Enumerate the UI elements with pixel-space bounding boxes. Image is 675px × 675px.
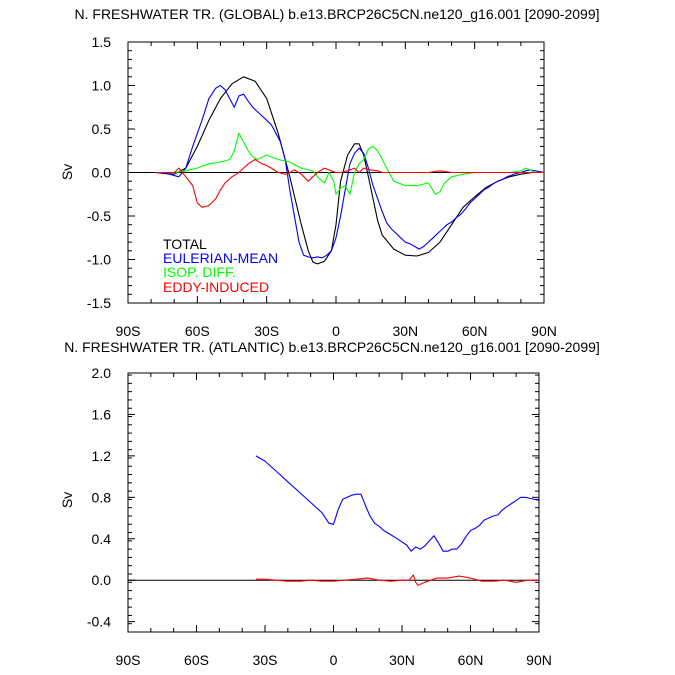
global-series-eddy-induced <box>155 158 544 208</box>
global-y-tick-label: -1.5 <box>87 295 111 311</box>
global-x-tick-label: 60N <box>462 323 488 339</box>
global-x-tick-label: 60S <box>185 323 210 339</box>
global-y-tick-label: 1.5 <box>92 34 112 50</box>
global-x-tick-label: 0 <box>332 323 340 339</box>
atlantic-y-tick-label: 0.4 <box>92 531 112 547</box>
atlantic-series <box>255 455 540 586</box>
global-axis-ticks: 90S 60S 30S 0 30N 60N 90N -1.5 -1.0 -0.5 0.0 0.5 1.0… <box>87 34 557 339</box>
global-series <box>155 76 545 265</box>
atlantic-y-tick-label: 1.2 <box>92 448 112 464</box>
global-series-eulerian-mean <box>155 84 545 259</box>
atlantic-axis-ticks: 90S 60S 30S 0 30N 60N 90N -0.4 0.0 0.4 0.8 1.2 1.6 2.… <box>87 365 552 668</box>
legend-total: TOTAL <box>163 236 207 252</box>
legend-eddy-induced: EDDY-INDUCED <box>163 279 269 295</box>
global-y-tick-label: 0.0 <box>92 165 112 181</box>
atlantic-y-axis-label: Sv <box>59 492 75 508</box>
global-chart-title: N. FRESHWATER TR. (GLOBAL) b.e13.BRCP26C… <box>75 6 600 22</box>
atlantic-chart-title: N. FRESHWATER TR. (ATLANTIC) b.e13.BRCP2… <box>64 339 600 355</box>
global-y-tick-label: 1.0 <box>92 78 112 94</box>
global-y-tick-label: 0.5 <box>92 121 112 137</box>
atlantic-panel: N. FRESHWATER TR. (ATLANTIC) b.e13.BRCP2… <box>59 339 600 668</box>
legend-eulerian-mean: EULERIAN-MEAN <box>163 250 278 266</box>
global-panel: N. FRESHWATER TR. (GLOBAL) b.e13.BRCP26C… <box>59 6 600 339</box>
atlantic-x-tick-label: 90S <box>116 652 141 668</box>
atlantic-x-tick-label: 0 <box>330 652 338 668</box>
global-x-tick-label: 90S <box>116 323 141 339</box>
atlantic-plot-frame <box>127 372 540 633</box>
global-series-total <box>155 76 544 265</box>
atlantic-series-eulerian-mean <box>255 455 540 552</box>
atlantic-x-tick-label: 60S <box>184 652 209 668</box>
global-series-isop-diff <box>155 132 544 195</box>
atlantic-y-tick-label: -0.4 <box>87 614 111 630</box>
global-x-tick-label: 30N <box>392 323 418 339</box>
legend-isop-diff: ISOP. DIFF. <box>163 264 236 280</box>
atlantic-y-tick-label: 0.8 <box>92 489 112 505</box>
atlantic-x-tick-label: 90N <box>526 652 552 668</box>
global-legend: TOTAL EULERIAN-MEAN ISOP. DIFF. EDDY-IND… <box>163 236 278 295</box>
atlantic-x-tick-label: 60N <box>458 652 484 668</box>
atlantic-y-tick-label: 2.0 <box>92 365 112 381</box>
global-x-tick-label: 30S <box>254 323 279 339</box>
atlantic-x-tick-label: 30N <box>389 652 415 668</box>
atlantic-x-tick-label: 30S <box>253 652 278 668</box>
atlantic-series-eddy-induced <box>255 574 539 586</box>
global-x-tick-label: 90N <box>531 323 557 339</box>
global-y-tick-label: -1.0 <box>87 252 111 268</box>
global-y-axis-label: Sv <box>59 164 75 180</box>
global-y-tick-label: -0.5 <box>87 208 111 224</box>
atlantic-y-tick-label: 1.6 <box>92 406 112 422</box>
atlantic-y-tick-label: 0.0 <box>92 572 112 588</box>
